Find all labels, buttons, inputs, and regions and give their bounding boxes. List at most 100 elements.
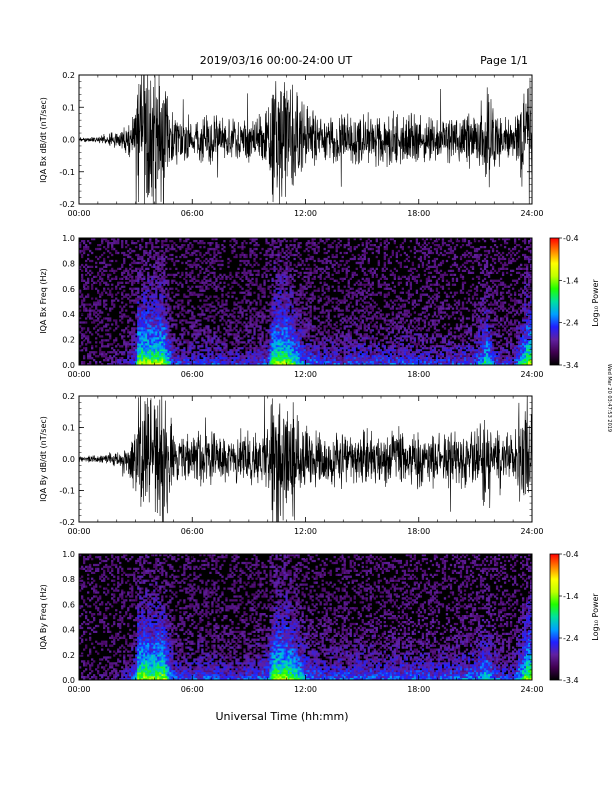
heatmap-cells (519, 349, 529, 364)
heatmap-cells (287, 676, 290, 679)
heatmap-cells (311, 357, 314, 360)
heatmap-cells (139, 327, 142, 330)
heatmap-cells (155, 676, 158, 679)
heatmap-cells (273, 670, 276, 673)
heatmap-cells (151, 674, 154, 677)
heatmap-cells (311, 676, 314, 679)
heatmap-cells (527, 670, 531, 673)
heatmap-cells (487, 674, 491, 677)
heatmap-cells (149, 329, 152, 332)
heatmap-cells (143, 361, 146, 364)
heatmap-cells (135, 672, 138, 675)
heatmap-cells (163, 674, 166, 677)
heatmap-cells (275, 658, 278, 661)
panel-by-colorbar: -0.4 -1.4 -2.4 -3.4 (549, 550, 579, 685)
heatmap-cells (291, 357, 294, 360)
heatmap-cells (165, 676, 168, 679)
colorbar-tick-label: -2.4 (563, 634, 579, 643)
panel-bx-dbdt: 00:00 06:00 12:00 18:00 24:00 0.2 0.1 0.0 -0.1 -0… (39, 71, 544, 218)
heatmap-cells (277, 357, 280, 360)
heatmap-cells (521, 343, 525, 360)
panel-by-dbdt: 00:00 06:00 12:00 18:00 24:00 0.2 0.1 0.0 -0.1 -0… (39, 392, 544, 536)
colorbar-tick-label: -1.4 (563, 276, 579, 285)
heatmap-cells (525, 666, 529, 669)
x-tick-label: 24:00 (520, 527, 543, 536)
heatmap-cells (141, 650, 144, 653)
heatmap-cells (283, 355, 286, 358)
panel-bx-spectrogram: 00:00 06:00 12:00 18:00 24:00 1.0 0.8 0.6 0.4 0.2… (39, 234, 600, 379)
heatmap-cells (527, 361, 531, 364)
x-tick-label: 18:00 (407, 370, 430, 379)
heatmap-cells (483, 337, 487, 340)
heatmap-cells (153, 642, 160, 653)
heatmap-cells (255, 361, 258, 364)
heatmap-cells (173, 674, 176, 677)
heatmap-cells (149, 347, 152, 350)
heatmap-cells (137, 672, 140, 675)
heatmap-cells (137, 359, 140, 362)
heatmap-cells (141, 347, 144, 350)
heatmap-cells (151, 654, 160, 673)
heatmap-cells (155, 664, 158, 667)
colorbar-tick-label: -0.4 (563, 550, 579, 559)
heatmap-cells (283, 668, 286, 671)
heatmap-cells (145, 664, 158, 669)
heatmap-cells (153, 676, 156, 679)
heatmap-cells (153, 666, 156, 669)
heatmap-cells (143, 660, 160, 665)
panel-by-spectrogram-ylabel: IQA By Freq (Hz) (39, 584, 48, 650)
heatmap-cells (289, 351, 292, 354)
heatmap-cells (283, 357, 286, 360)
panel-bx-spectrogram-ylabel: IQA Bx Freq (Hz) (39, 268, 48, 334)
panel-bx-spectrogram-ticks: 00:00 06:00 12:00 18:00 24:00 1.0 0.8 0.6 0.4 0.2… (62, 234, 543, 379)
heatmap-cells (151, 315, 154, 318)
series-line (79, 75, 532, 204)
heatmap-cells (283, 359, 286, 362)
y-tick-label: 0.4 (62, 310, 75, 319)
heatmap-cells (271, 361, 274, 364)
heatmap-cells (285, 672, 288, 675)
heatmap-cells (525, 668, 529, 671)
heatmap-cells (85, 554, 527, 675)
heatmap-cells (145, 676, 148, 679)
heatmap-cells (483, 359, 493, 366)
header-date-range: 2019/03/16 00:00-24:00 UT (200, 54, 353, 67)
heatmap-cells (147, 361, 150, 364)
heatmap-cells (275, 321, 278, 324)
heatmap-cells (371, 672, 374, 675)
heatmap-cells (281, 357, 284, 360)
heatmap-cells (485, 670, 489, 673)
y-tick-label: 0.2 (62, 71, 75, 80)
heatmap-cells (155, 361, 158, 364)
heatmap-cells (271, 353, 274, 356)
heatmap-cells (279, 355, 282, 358)
heatmap-cells (157, 674, 160, 677)
heatmap-cells (271, 357, 274, 360)
heatmap-cells (153, 337, 156, 340)
heatmap-cells (161, 355, 164, 358)
heatmap-cells (139, 349, 142, 352)
heatmap-cells (139, 359, 142, 362)
heatmap-cells (153, 646, 156, 649)
heatmap-cells (87, 238, 533, 358)
heatmap-cells (273, 359, 276, 362)
heatmap-cells (287, 361, 290, 364)
heatmap-cells (217, 666, 220, 669)
heatmap-cells (157, 359, 160, 362)
heatmap-cells (139, 355, 142, 358)
heatmap-cells (151, 668, 154, 671)
heatmap-cells (285, 353, 288, 356)
heatmap-cells (291, 674, 294, 677)
heatmap-cells (277, 349, 280, 352)
heatmap-cells (145, 660, 148, 663)
heatmap-cells (527, 357, 531, 360)
heatmap-cells (277, 341, 294, 364)
heatmap-cells (285, 670, 288, 673)
heatmap-cells (143, 672, 146, 675)
heatmap-cells (271, 648, 471, 681)
heatmap-cells (155, 672, 158, 675)
heatmap-cells (151, 361, 154, 364)
heatmap-cells (287, 662, 302, 677)
y-tick-label: -0.1 (59, 168, 75, 177)
